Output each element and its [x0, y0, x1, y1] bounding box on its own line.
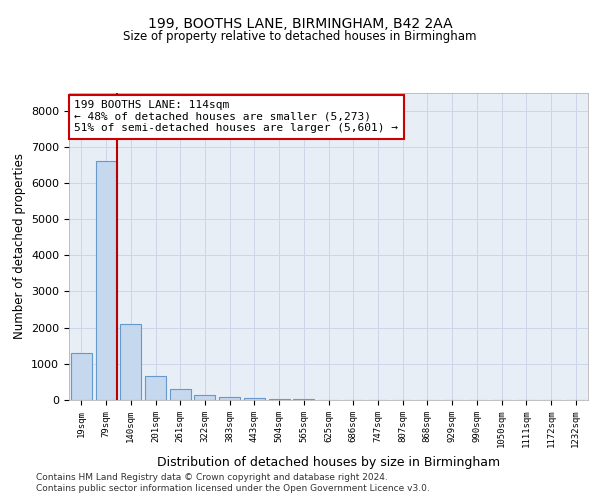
X-axis label: Distribution of detached houses by size in Birmingham: Distribution of detached houses by size … [157, 456, 500, 468]
Bar [219, 396, 240, 400]
Text: Contains HM Land Registry data © Crown copyright and database right 2024.: Contains HM Land Registry data © Crown c… [36, 472, 388, 482]
Text: 199 BOOTHS LANE: 114sqm
← 48% of detached houses are smaller (5,273)
51% of semi: 199 BOOTHS LANE: 114sqm ← 48% of detache… [74, 100, 398, 134]
Bar [269, 398, 290, 400]
Bar [170, 389, 191, 400]
Text: 199, BOOTHS LANE, BIRMINGHAM, B42 2AA: 199, BOOTHS LANE, BIRMINGHAM, B42 2AA [148, 18, 452, 32]
Text: Size of property relative to detached houses in Birmingham: Size of property relative to detached ho… [123, 30, 477, 43]
Bar [120, 324, 141, 400]
Bar [95, 161, 116, 400]
Y-axis label: Number of detached properties: Number of detached properties [13, 153, 26, 339]
Bar [71, 353, 92, 400]
Bar [244, 398, 265, 400]
Bar [194, 394, 215, 400]
Bar [145, 376, 166, 400]
Text: Contains public sector information licensed under the Open Government Licence v3: Contains public sector information licen… [36, 484, 430, 493]
Bar [293, 399, 314, 400]
